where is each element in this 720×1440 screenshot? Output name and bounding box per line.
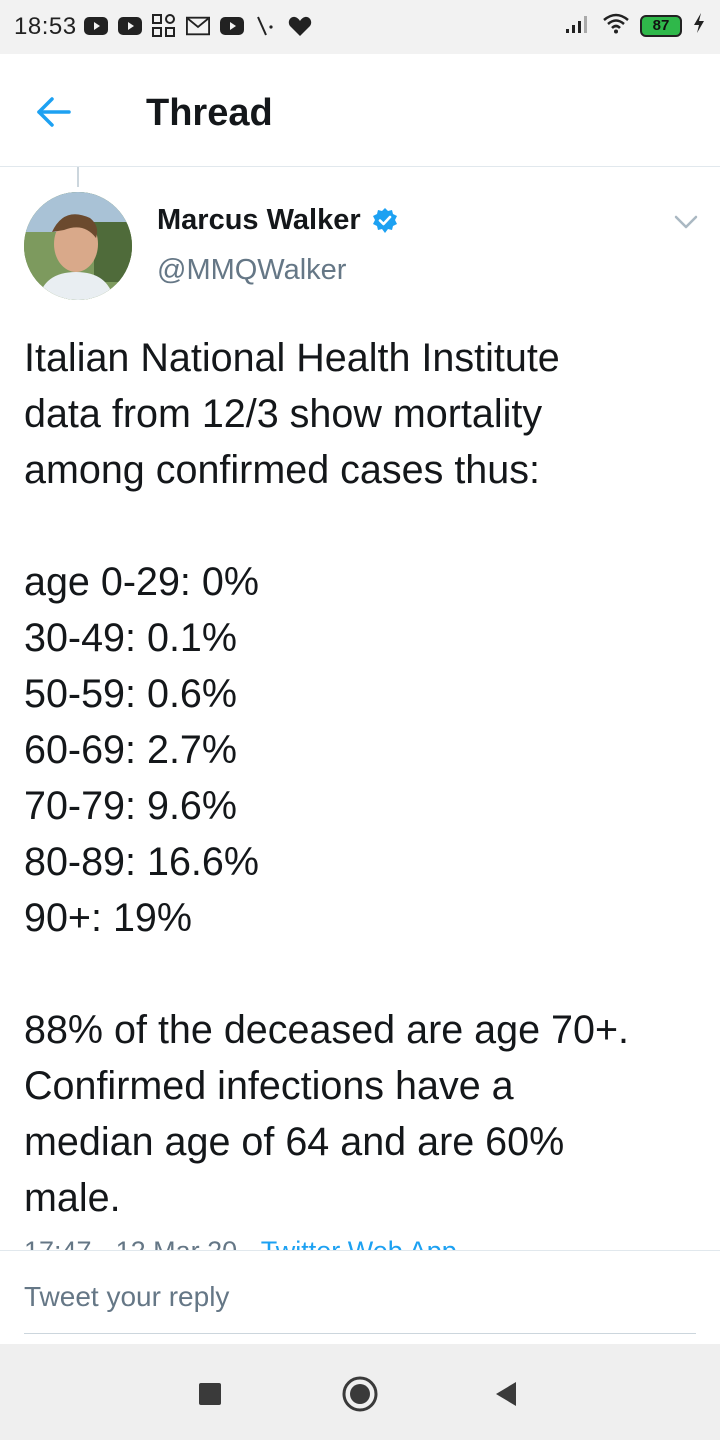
home-circle-icon <box>342 1376 378 1412</box>
back-nav-button[interactable] <box>486 1374 526 1414</box>
tweet-line: Confirmed infections have a <box>24 1064 514 1108</box>
tweet-line: 70-79: 9.6% <box>24 784 238 828</box>
tweet-line: among confirmed cases thus: <box>24 448 540 492</box>
gmail-icon <box>186 14 210 38</box>
notification-icons <box>84 14 312 38</box>
reply-bar: Tweet your reply <box>0 1250 720 1345</box>
app-header: Thread <box>0 54 720 167</box>
battery-icon: 87 <box>640 14 682 37</box>
heart-icon <box>288 14 312 38</box>
tweet-meta: 17:47 · 12 Mar 20 · Twitter Web App <box>24 1230 704 1250</box>
author-name-text: Marcus Walker <box>157 204 361 236</box>
back-button[interactable] <box>30 88 78 136</box>
tweet-time: 17:47 <box>24 1236 92 1250</box>
tweet-line: age 0-29: 0% <box>24 560 259 604</box>
status-bar: 18:53 87 <box>0 0 720 54</box>
youtube-icon <box>84 14 108 38</box>
system-nav-bar <box>0 1344 720 1440</box>
status-time: 18:53 <box>14 13 77 40</box>
avatar[interactable] <box>24 192 132 300</box>
tweet-text: Italian National Health Institute data f… <box>24 330 704 1226</box>
tweet-blank-line <box>24 498 704 554</box>
tweet-line: Italian National Health Institute <box>24 336 560 380</box>
triangle-back-icon <box>496 1382 516 1406</box>
youtube-icon <box>118 14 142 38</box>
thread-connector-line <box>77 167 79 187</box>
home-button[interactable] <box>340 1374 380 1414</box>
tweet-line: 80-89: 16.6% <box>24 840 259 884</box>
charging-icon <box>692 12 706 39</box>
chevron-down-icon <box>674 215 698 229</box>
tweet-line: male. <box>24 1176 121 1220</box>
tweet-line: 88% of the deceased are age 70+. <box>24 1008 630 1052</box>
youtube-icon <box>220 14 244 38</box>
tweet-line: median age of 64 and are 60% <box>24 1120 565 1164</box>
verified-badge-icon <box>372 207 397 233</box>
tweet-source-link[interactable]: Twitter Web App <box>261 1236 457 1250</box>
back-arrow-icon <box>37 97 71 127</box>
signal-icon <box>254 14 278 38</box>
tweet-line: 30-49: 0.1% <box>24 616 238 660</box>
author-name[interactable]: Marcus Walker <box>157 204 399 237</box>
tweet-line: data from 12/3 show mortality <box>24 392 543 436</box>
apps-icon <box>152 14 176 38</box>
reply-input[interactable]: Tweet your reply <box>24 1281 696 1334</box>
square-icon <box>199 1383 221 1405</box>
wifi-icon <box>602 12 630 39</box>
recents-button[interactable] <box>190 1374 230 1414</box>
page-title: Thread <box>146 92 273 134</box>
tweet-line: 60-69: 2.7% <box>24 728 238 772</box>
tweet-line: 50-59: 0.6% <box>24 672 238 716</box>
system-status: 87 <box>564 12 706 39</box>
author-handle[interactable]: @MMQWalker <box>157 254 347 286</box>
tweet-date: 12 Mar 20 <box>116 1236 238 1250</box>
tweet-menu-button[interactable] <box>670 206 702 238</box>
tweet-blank-line <box>24 946 704 1002</box>
tweet-line: 90+: 19% <box>24 896 193 940</box>
cell-signal-icon <box>564 12 592 39</box>
